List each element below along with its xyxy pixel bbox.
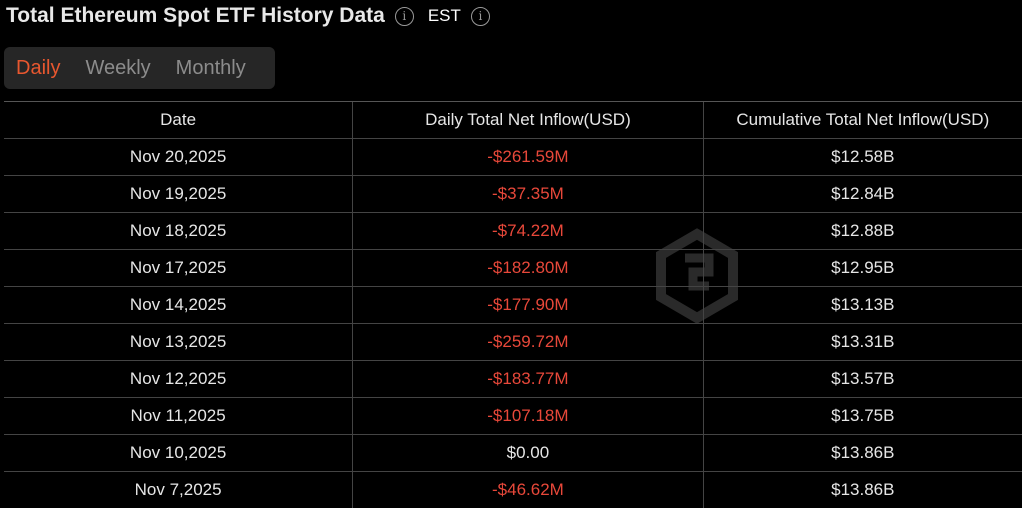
date-cell: Nov 14,2025 <box>4 287 353 324</box>
daily-inflow-cell: -$182.80M <box>353 250 703 287</box>
cumulative-inflow-cell: $12.58B <box>703 139 1022 176</box>
tab-daily[interactable]: Daily <box>16 57 60 80</box>
cumulative-inflow-cell: $13.75B <box>703 398 1022 435</box>
page-title: Total Ethereum Spot ETF History Data i E… <box>6 4 490 28</box>
title-text: Total Ethereum Spot ETF History Data <box>6 4 385 28</box>
table-row: Nov 12,2025-$183.77M$13.57B <box>4 361 1022 398</box>
tab-weekly[interactable]: Weekly <box>85 57 150 80</box>
date-cell: Nov 20,2025 <box>4 139 353 176</box>
table-row: Nov 17,2025-$182.80M$12.95B <box>4 250 1022 287</box>
daily-inflow-cell: -$183.77M <box>353 361 703 398</box>
column-header: Date <box>4 102 353 139</box>
date-cell: Nov 12,2025 <box>4 361 353 398</box>
date-cell: Nov 18,2025 <box>4 213 353 250</box>
date-cell: Nov 7,2025 <box>4 472 353 508</box>
table-row: Nov 19,2025-$37.35M$12.84B <box>4 176 1022 213</box>
period-tabs: Daily Weekly Monthly <box>4 47 275 89</box>
daily-inflow-cell: -$177.90M <box>353 287 703 324</box>
daily-inflow-cell: -$259.72M <box>353 324 703 361</box>
daily-inflow-cell: -$37.35M <box>353 176 703 213</box>
table-row: Nov 18,2025-$74.22M$12.88B <box>4 213 1022 250</box>
tab-monthly[interactable]: Monthly <box>176 57 246 80</box>
date-cell: Nov 11,2025 <box>4 398 353 435</box>
daily-inflow-cell: -$261.59M <box>353 139 703 176</box>
date-cell: Nov 13,2025 <box>4 324 353 361</box>
table-row: Nov 20,2025-$261.59M$12.58B <box>4 139 1022 176</box>
cumulative-inflow-cell: $13.13B <box>703 287 1022 324</box>
cumulative-inflow-cell: $12.88B <box>703 213 1022 250</box>
table-row: Nov 13,2025-$259.72M$13.31B <box>4 324 1022 361</box>
timezone-label: EST <box>428 6 461 26</box>
table-row: Nov 7,2025-$46.62M$13.86B <box>4 472 1022 508</box>
daily-inflow-cell: $0.00 <box>353 435 703 472</box>
table-row: Nov 14,2025-$177.90M$13.13B <box>4 287 1022 324</box>
date-cell: Nov 17,2025 <box>4 250 353 287</box>
table-row: Nov 11,2025-$107.18M$13.75B <box>4 398 1022 435</box>
cumulative-inflow-cell: $13.31B <box>703 324 1022 361</box>
daily-inflow-cell: -$74.22M <box>353 213 703 250</box>
daily-inflow-cell: -$46.62M <box>353 472 703 508</box>
date-cell: Nov 10,2025 <box>4 435 353 472</box>
date-cell: Nov 19,2025 <box>4 176 353 213</box>
cumulative-inflow-cell: $12.84B <box>703 176 1022 213</box>
column-header: Cumulative Total Net Inflow(USD) <box>703 102 1022 139</box>
cumulative-inflow-cell: $13.86B <box>703 435 1022 472</box>
cumulative-inflow-cell: $13.57B <box>703 361 1022 398</box>
daily-inflow-cell: -$107.18M <box>353 398 703 435</box>
timezone-info-icon[interactable]: i <box>471 7 490 26</box>
column-header: Daily Total Net Inflow(USD) <box>353 102 703 139</box>
cumulative-inflow-cell: $13.86B <box>703 472 1022 508</box>
table-row: Nov 10,2025$0.00$13.86B <box>4 435 1022 472</box>
cumulative-inflow-cell: $12.95B <box>703 250 1022 287</box>
info-icon[interactable]: i <box>395 7 414 26</box>
